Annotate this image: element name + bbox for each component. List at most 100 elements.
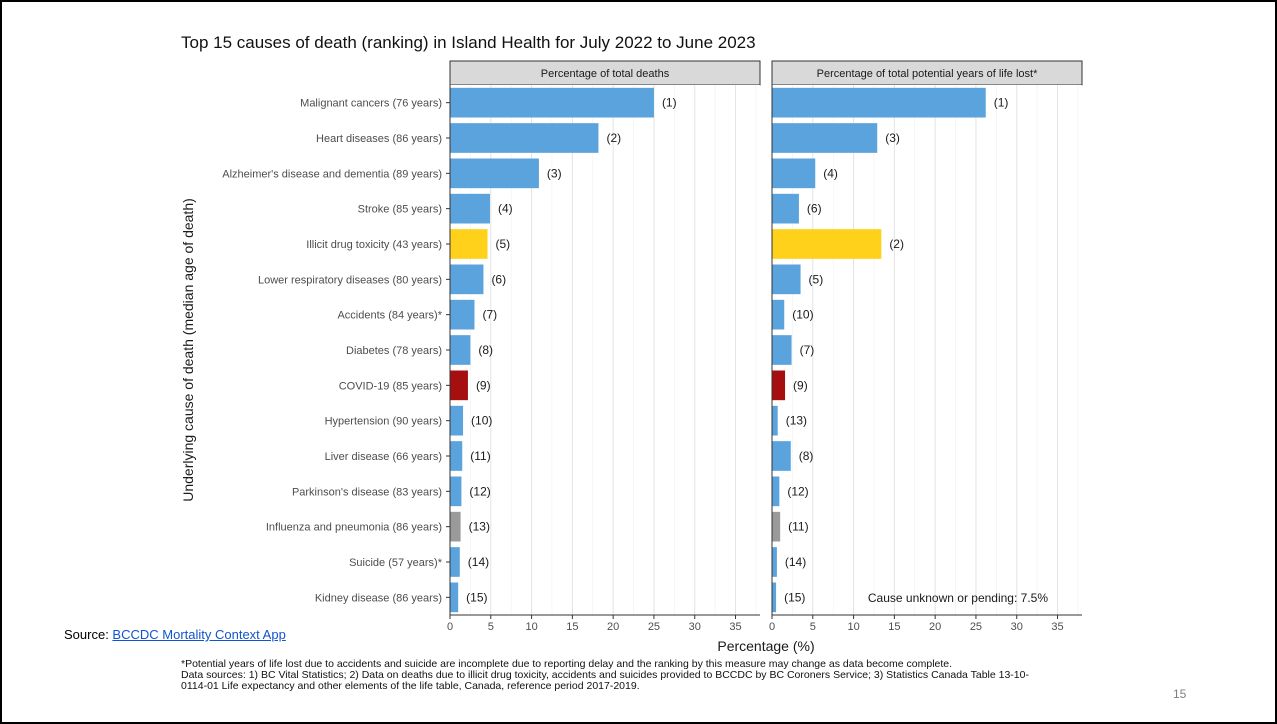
bar: [450, 547, 460, 577]
bar-label: (15): [466, 590, 487, 604]
bar-label: (9): [793, 378, 808, 392]
bar: [772, 335, 792, 365]
bar-label: (2): [889, 237, 904, 251]
page-number: 15: [1173, 687, 1187, 701]
bar-label: (13): [786, 414, 807, 428]
panel-strip: [771, 60, 1083, 86]
bar: [450, 123, 599, 153]
y-tick-label: Lower respiratory diseases (80 years): [258, 274, 442, 286]
bar: [450, 87, 654, 118]
bar-label: (6): [491, 272, 506, 286]
y-tick-label: Influenza and pneumonia (86 years): [266, 522, 442, 534]
bar-label: (6): [807, 202, 822, 216]
bar-label: (12): [469, 484, 490, 498]
x-tick-label: 5: [810, 621, 816, 633]
bar: [772, 511, 781, 542]
footnotes: *Potential years of life lost due to acc…: [181, 659, 1041, 692]
bar-label: (9): [476, 378, 491, 392]
bar-label: (15): [784, 590, 805, 604]
y-tick-label: Parkinson's disease (83 years): [292, 486, 442, 498]
bar-label: (2): [606, 131, 621, 145]
panel-annotation: Cause unknown or pending: 7.5%: [868, 591, 1048, 605]
source-prefix: Source:: [64, 627, 113, 642]
bar: [772, 441, 791, 471]
x-tick-label: 30: [689, 621, 701, 633]
y-tick-label: Heart diseases (86 years): [316, 133, 442, 145]
source-line: Source: BCCDC Mortality Context App: [64, 627, 286, 642]
bar: [450, 441, 463, 471]
bar: [450, 229, 488, 259]
bar: [450, 370, 468, 401]
bar-label: (3): [547, 166, 562, 180]
x-tick-label: 25: [648, 621, 660, 633]
y-axis-title: Underlying cause of death (median age of…: [180, 198, 196, 502]
bar: [772, 193, 799, 224]
bar-label: (5): [496, 237, 511, 251]
y-tick-label: Accidents (84 years)*: [337, 310, 442, 322]
panel-background: [772, 85, 1082, 615]
bar: [772, 582, 777, 613]
x-tick-label: 0: [769, 621, 775, 633]
bar-label: (5): [809, 272, 824, 286]
x-tick-label: 30: [1011, 621, 1023, 633]
bar-label: (13): [469, 520, 490, 534]
bar: [772, 476, 780, 507]
x-tick-label: 25: [970, 621, 982, 633]
y-tick-label: Illicit drug toxicity (43 years): [306, 239, 442, 251]
footnote-pyll: *Potential years of life lost due to acc…: [181, 658, 953, 670]
chart: Percentage of total deaths (1) (2) (3) (4) (5…: [180, 60, 1083, 654]
x-tick-label: 20: [607, 621, 619, 633]
x-tick-label: 10: [525, 621, 537, 633]
panel-title: Percentage of total potential years of l…: [817, 68, 1038, 80]
bar: [772, 158, 816, 189]
y-tick-label: Diabetes (78 years): [346, 345, 442, 357]
x-axis-title: Percentage (%): [717, 638, 814, 654]
bar: [772, 264, 801, 295]
bar: [450, 582, 459, 613]
source-link[interactable]: BCCDC Mortality Context App: [112, 627, 286, 642]
bar: [772, 370, 786, 401]
bar: [450, 158, 539, 189]
footnote-data-sources: Data sources: 1) BC Vital Statistics; 2)…: [181, 669, 1029, 692]
bar: [772, 299, 785, 330]
x-tick-label: 15: [566, 621, 578, 633]
y-tick-label: Hypertension (90 years): [325, 416, 442, 428]
y-tick-label: Stroke (85 years): [358, 204, 442, 216]
bar: [772, 87, 986, 118]
bar-label: (8): [478, 343, 493, 357]
bar: [450, 193, 490, 224]
panel-title: Percentage of total deaths: [541, 68, 670, 80]
bar: [450, 405, 464, 436]
bar-label: (4): [823, 166, 838, 180]
x-tick-label: 0: [447, 621, 453, 633]
y-tick-label: Suicide (57 years)*: [349, 557, 443, 569]
bar: [450, 299, 475, 330]
bar-label: (11): [470, 449, 490, 463]
y-tick-label: Liver disease (66 years): [325, 451, 442, 463]
bar-label: (3): [885, 131, 900, 145]
bar-label: (12): [787, 484, 808, 498]
x-tick-label: 15: [888, 621, 900, 633]
bar-label: (7): [482, 308, 497, 322]
bar-label: (1): [662, 96, 677, 110]
x-tick-label: 35: [729, 621, 741, 633]
x-tick-label: 35: [1051, 621, 1063, 633]
bar-label: (7): [800, 343, 815, 357]
x-tick-label: 10: [847, 621, 859, 633]
x-tick-label: 20: [929, 621, 941, 633]
bar-label: (1): [994, 96, 1009, 110]
bar: [772, 229, 882, 259]
bar: [772, 547, 777, 577]
bar-label: (14): [785, 555, 806, 569]
bar-label: (11): [788, 520, 808, 534]
bar: [450, 335, 471, 365]
bar-label: (8): [799, 449, 814, 463]
bar: [772, 405, 778, 436]
bar: [772, 123, 878, 153]
y-tick-label: Malignant cancers (76 years): [300, 98, 442, 110]
bar-label: (4): [498, 202, 513, 216]
bar-label: (10): [792, 308, 813, 322]
x-tick-label: 5: [488, 621, 494, 633]
chart-title: Top 15 causes of death (ranking) in Isla…: [181, 33, 756, 52]
bar: [450, 476, 462, 507]
